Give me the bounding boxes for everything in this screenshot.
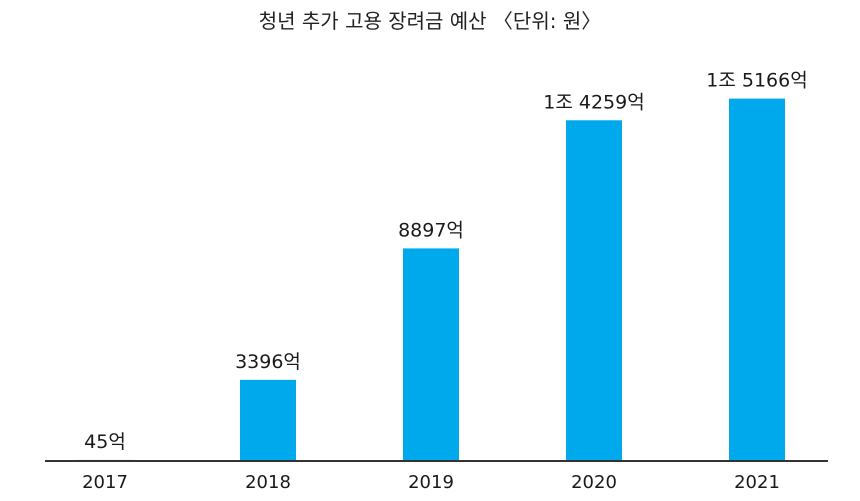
bars-group	[77, 98, 785, 462]
data-label-2017: 45억	[84, 431, 126, 453]
bar-2019	[403, 248, 459, 461]
data-label-2019: 8897억	[398, 219, 464, 241]
bar-2021	[729, 98, 785, 461]
bar-2020	[566, 120, 622, 462]
x-tick-label-2021: 2021	[734, 472, 780, 493]
x-tick-label-2020: 2020	[571, 472, 617, 493]
bar-2018	[240, 379, 296, 461]
data-labels-group: 45억 3396억 8897억 1조 4259억 1조 5166억	[84, 70, 808, 453]
x-tick-labels-group: 2017 2018 2019 2020 2021	[82, 472, 780, 493]
chart-title: 청년 추가 고용 장려금 예산 〈단위: 원〉	[259, 9, 601, 33]
x-tick-label-2019: 2019	[408, 472, 454, 493]
x-tick-label-2018: 2018	[245, 472, 291, 493]
x-tick-label-2017: 2017	[82, 472, 128, 493]
data-label-2020: 1조 4259억	[543, 91, 644, 113]
data-label-2018: 3396억	[235, 351, 301, 373]
data-label-2021: 1조 5166억	[706, 70, 807, 92]
